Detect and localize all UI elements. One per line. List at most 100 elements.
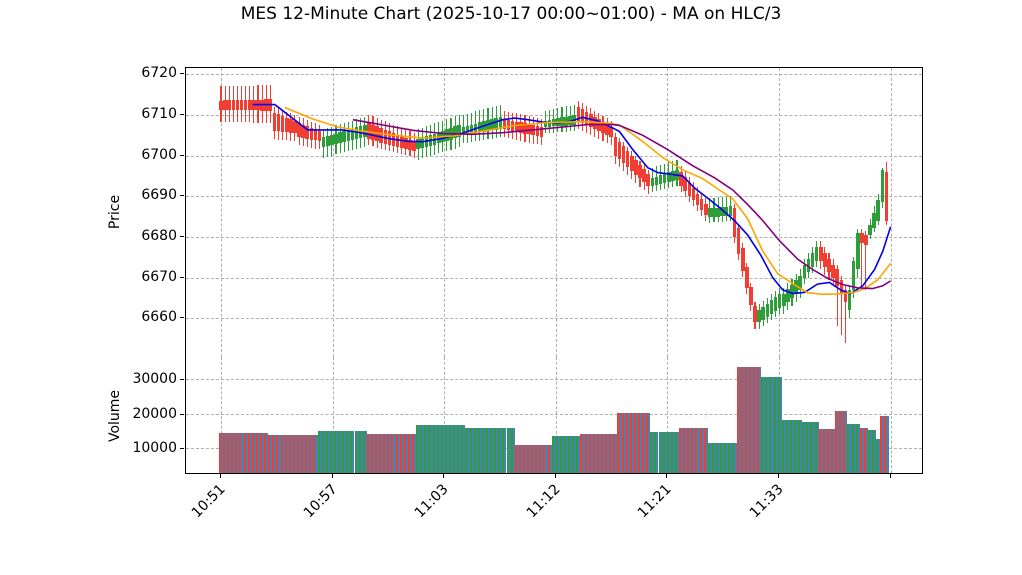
candle — [317, 131, 322, 142]
volume-bar — [798, 419, 803, 473]
volume-bar — [769, 376, 774, 473]
candle — [404, 137, 408, 150]
candle — [547, 120, 552, 127]
candle — [761, 306, 766, 320]
volume-bar — [251, 433, 256, 473]
time-gridline — [221, 357, 222, 473]
candle — [675, 169, 679, 180]
price-gridline — [186, 236, 922, 238]
volume-bar — [231, 433, 236, 473]
candle — [313, 129, 318, 141]
volume-gridline — [186, 378, 922, 380]
candle — [814, 247, 819, 262]
candle — [539, 127, 544, 138]
candle — [564, 116, 568, 126]
candle — [860, 232, 864, 244]
candle — [560, 117, 564, 126]
candle — [662, 173, 667, 183]
volume-bar — [748, 367, 753, 473]
candle — [798, 275, 803, 290]
price-gridline — [186, 196, 922, 198]
candle — [478, 122, 482, 133]
candle — [580, 109, 585, 123]
candle — [219, 100, 223, 110]
volume-bar — [863, 427, 868, 473]
volume-bar — [358, 430, 363, 473]
price-gridline — [186, 318, 922, 320]
candle — [326, 135, 330, 147]
candle — [301, 124, 305, 138]
candle — [408, 139, 412, 151]
candle — [424, 136, 429, 147]
candle — [708, 208, 712, 218]
candle — [535, 126, 540, 137]
candle — [630, 155, 634, 171]
time-tick-mark — [777, 474, 779, 478]
volume-bar — [227, 433, 232, 473]
volume-bar — [777, 376, 782, 473]
candle — [514, 121, 519, 132]
volume-bar — [494, 427, 499, 473]
volume-bar — [831, 428, 836, 473]
volume-bar — [757, 367, 762, 473]
candle — [362, 124, 367, 138]
volume-bar — [637, 412, 643, 473]
candle — [375, 126, 379, 142]
candle — [330, 134, 334, 146]
volume-bar — [806, 421, 811, 473]
volume-bar — [588, 434, 593, 473]
price-gridline — [186, 155, 922, 157]
time-gridline — [667, 68, 669, 357]
time-tick-label: 11:21 — [635, 481, 676, 522]
volume-bar — [818, 428, 823, 473]
volume-bar — [485, 427, 491, 473]
volume-bar — [613, 434, 618, 473]
candle-wick — [844, 285, 846, 343]
candle — [305, 126, 310, 139]
time-gridline — [890, 357, 892, 473]
candle — [412, 141, 416, 152]
volume-bar — [313, 435, 318, 473]
volume-bar — [794, 419, 799, 473]
time-tick-label: 11:12 — [523, 481, 564, 522]
candle — [588, 114, 593, 128]
candle — [395, 134, 400, 147]
price-tick-label: 6710 — [141, 105, 177, 122]
volume-bar — [859, 427, 864, 473]
volume-bar — [440, 424, 445, 473]
volume-bar — [444, 424, 449, 473]
candle — [268, 99, 273, 111]
volume-bar — [325, 430, 330, 473]
candle — [728, 206, 733, 216]
volume-bar — [370, 433, 376, 473]
volume-bar — [868, 429, 873, 473]
candle — [720, 207, 724, 217]
candle — [769, 300, 774, 314]
volume-bar — [342, 430, 347, 473]
volume-bar — [789, 419, 795, 473]
volume-bar — [543, 444, 548, 473]
candle — [745, 267, 749, 289]
time-gridline — [444, 68, 446, 357]
candle — [876, 200, 881, 221]
volume-bar — [695, 427, 700, 473]
volume-bar — [284, 435, 289, 473]
time-tick-label: 10:51 — [188, 481, 229, 522]
volume-bar — [276, 435, 281, 473]
volume-bar — [555, 436, 560, 473]
volume-bar — [354, 430, 359, 473]
volume-bar — [814, 421, 819, 473]
candle — [247, 99, 252, 111]
price-tick-mark — [180, 276, 184, 278]
volume-bar — [547, 444, 552, 473]
candle — [465, 125, 470, 135]
volume-bar — [699, 427, 704, 473]
price-tick-mark — [180, 73, 184, 75]
price-tick-label: 6660 — [141, 309, 177, 326]
price-axis-label: Price — [107, 194, 123, 230]
volume-bar — [448, 424, 454, 473]
volume-bar — [333, 430, 339, 473]
candle — [473, 123, 478, 134]
volume-bar — [387, 433, 392, 473]
candle — [568, 115, 572, 126]
